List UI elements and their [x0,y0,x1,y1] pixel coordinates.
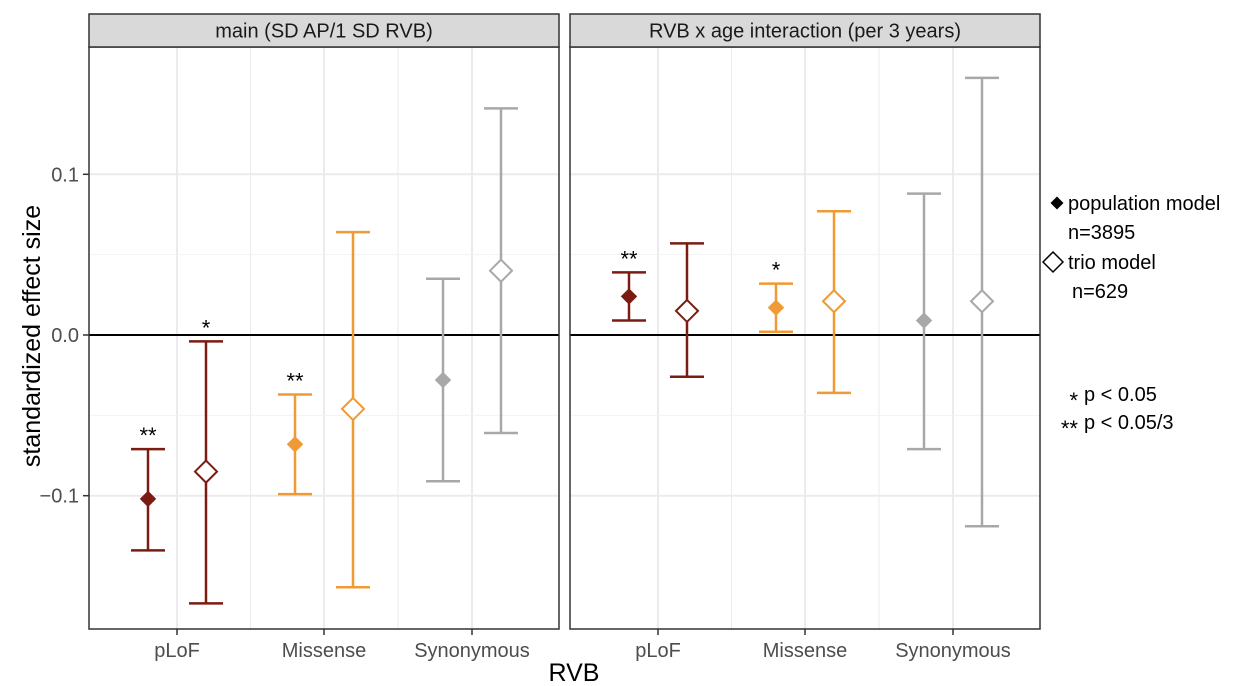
facet-strip [569,13,1041,48]
legend-significance-1: * p < 0.05 [1069,384,1156,413]
facet-panel-1: *****main (SD AP/1 SD RVB) [88,13,560,630]
significance-label: ** [286,368,304,393]
facet-strip [88,13,560,48]
data-point-plof-trio [670,242,704,379]
x-tick-label: pLoF [635,640,681,662]
axes-layer: RVB standardized effect size pLoF Missens… [18,164,1011,686]
data-point-synonymous-trio [965,76,999,528]
panels-layer: *****main (SD AP/1 SD RVB)** *RVB x age i… [88,13,1041,630]
y-tick-label: 0.0 [51,325,79,347]
legend-significance-label: p < 0.05/3 [1084,412,1174,434]
estimate-marker-filled-diamond [915,312,933,329]
legend-label: population model [1068,193,1220,215]
legend: population model n=3895 trio model n=629 * p … [1041,193,1220,441]
legend-significance-symbol: * [1069,388,1078,413]
significance-label: * [202,315,211,340]
estimate-marker-filled-diamond [434,371,452,389]
data-point-missense-population: ** [278,368,312,496]
legend-item-population-model: population model n=3895 [1050,193,1220,244]
significance-label: ** [620,246,638,271]
data-point-synonymous-trio [484,107,518,435]
significance-label: ** [139,423,157,448]
facet-title: RVB x age interaction (per 3 years) [649,21,961,43]
legend-significance-label: p < 0.05 [1084,384,1157,406]
estimate-marker-open-diamond [969,288,995,314]
estimate-marker-filled-diamond [139,490,157,508]
legend-significance-symbol: ** [1061,416,1079,441]
estimate-marker-open-diamond [193,459,219,485]
data-point-missense-trio [336,230,370,589]
legend-open-diamond-icon [1041,250,1065,274]
x-tick-label: Missense [282,640,366,662]
x-tick-label: Synonymous [895,640,1011,662]
x-axis-title: RVB [549,659,600,686]
data-point-missense-trio [817,210,851,395]
estimate-marker-open-diamond [674,298,700,324]
facet-title: main (SD AP/1 SD RVB) [215,21,432,43]
data-point-synonymous-population [907,192,941,451]
y-tick-label: 0.1 [51,164,79,186]
legend-sample-size: n=629 [1072,281,1128,303]
legend-significance-2: ** p < 0.05/3 [1061,412,1174,441]
estimate-marker-open-diamond [488,258,514,284]
significance-label: * [772,258,781,283]
x-tick-label: Synonymous [414,640,530,662]
data-point-plof-population: ** [612,246,646,322]
legend-sample-size: n=3895 [1068,222,1135,244]
estimate-marker-open-diamond [821,288,847,314]
data-point-plof-population: ** [131,423,165,552]
x-tick-label: Missense [763,640,847,662]
legend-item-trio-model: trio model n=629 [1041,250,1156,303]
y-tick-label: −0.1 [40,486,79,508]
estimate-marker-filled-diamond [620,288,638,305]
facet-panel-2: ** *RVB x age interaction (per 3 years) [569,13,1041,630]
estimate-marker-filled-diamond [767,299,785,316]
data-point-missense-population: * [759,258,793,334]
estimate-marker-filled-diamond [286,436,304,453]
estimate-marker-open-diamond [340,396,366,422]
x-tick-label: pLoF [154,640,200,662]
y-axis-title: standardized effect size [18,205,46,467]
legend-filled-diamond-icon [1050,196,1064,210]
legend-label: trio model [1068,252,1156,274]
data-point-plof-trio: * [189,315,223,605]
data-point-synonymous-population [426,277,460,483]
